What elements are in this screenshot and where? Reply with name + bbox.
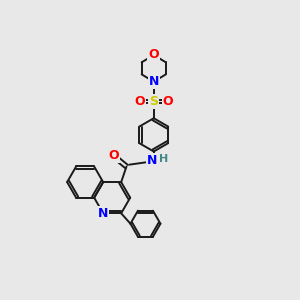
Text: N: N (98, 207, 108, 220)
Text: O: O (163, 94, 173, 108)
Text: N: N (147, 154, 157, 167)
Text: H: H (159, 154, 168, 164)
Text: S: S (149, 94, 158, 108)
Text: N: N (148, 75, 159, 88)
Text: O: O (134, 94, 145, 108)
Text: O: O (148, 48, 159, 62)
Text: O: O (108, 149, 119, 162)
